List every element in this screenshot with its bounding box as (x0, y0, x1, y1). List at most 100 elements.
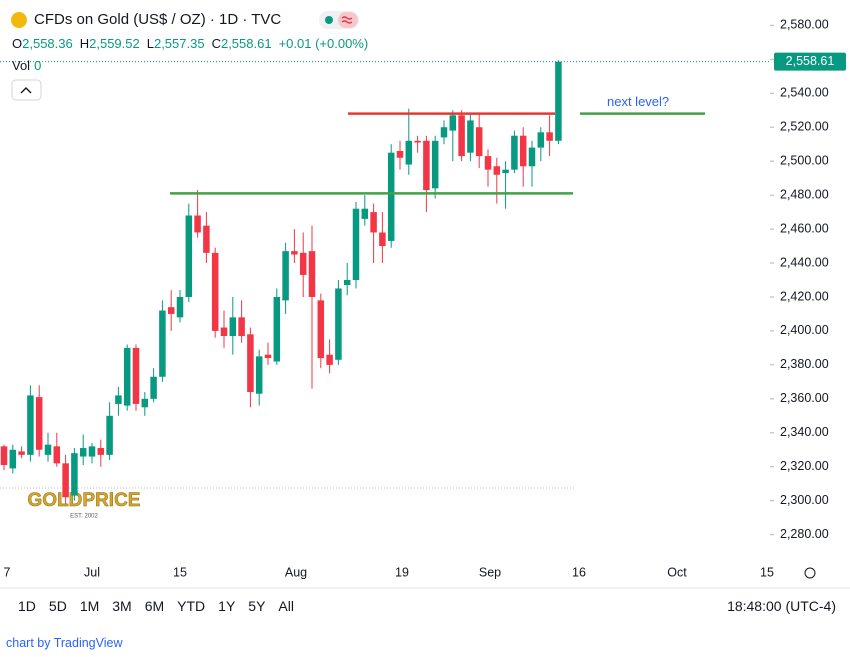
ohlc-value: 2,557.35 (153, 36, 205, 51)
price-change: +0.01 (+0.00%) (278, 36, 369, 51)
candle-body (379, 232, 386, 247)
candle-body (299, 252, 307, 275)
ohlc-label: C (211, 36, 221, 51)
candle-body (449, 115, 457, 131)
ohlc-item: L2,557.35 (147, 36, 205, 51)
range-button[interactable]: 5Y (248, 598, 266, 614)
delay-icon-glyph (341, 16, 353, 24)
range-button[interactable]: 3M (112, 598, 132, 614)
candle-body (537, 132, 545, 148)
candle-body (414, 140, 421, 143)
settings-icon[interactable] (804, 567, 816, 579)
candle-body (132, 347, 140, 404)
candle-body (467, 120, 474, 153)
candle-body (106, 415, 113, 455)
y-tick-label: 2,440.00 (780, 255, 829, 269)
y-tick-label: 2,300.00 (780, 493, 829, 507)
y-tick-label: 2,280.00 (780, 527, 829, 541)
candle-body (440, 127, 448, 138)
symbol-icon (11, 12, 27, 28)
candle-body (352, 208, 360, 280)
candle-body (0, 446, 8, 466)
candle-body (458, 115, 465, 157)
y-tick-label: 2,540.00 (780, 86, 829, 100)
last-price-tag (774, 52, 846, 71)
candle-body (528, 147, 536, 167)
candle-body (238, 317, 245, 337)
range-button[interactable]: 1Y (218, 598, 236, 614)
candle-body (555, 61, 562, 141)
title: CFDs on Gold (US$ / OZ) · 1D · TVC (34, 11, 282, 28)
candle-body (502, 169, 509, 174)
candle-body (511, 135, 518, 170)
y-tick-label: 2,360.00 (780, 391, 829, 405)
candle-body (203, 225, 210, 253)
candle-body (141, 398, 149, 408)
candle-body (546, 132, 553, 141)
candle-body (484, 156, 492, 170)
x-tick-label: Jul (84, 565, 100, 579)
range-button[interactable]: 5D (48, 598, 67, 614)
range-button[interactable]: 1D (18, 598, 36, 614)
delay-icon (338, 12, 358, 28)
candle-body (317, 300, 325, 359)
candle-body (150, 376, 157, 399)
ohlc-label: H (79, 36, 90, 51)
watermark-est: EST. 2002 (70, 514, 98, 520)
candle-body (18, 451, 25, 455)
candle-body (53, 446, 61, 464)
candle-body (211, 252, 219, 331)
x-tick-label: Aug (285, 565, 307, 579)
candle-body (493, 166, 501, 175)
y-tick-label: 2,420.00 (780, 289, 829, 303)
candle-body (159, 310, 166, 377)
candle-body (115, 395, 122, 404)
candle-body (79, 448, 87, 457)
candle-body (264, 354, 272, 359)
candle-body (62, 463, 69, 498)
watermark: GOLDPRICE (28, 490, 141, 511)
attribution[interactable]: chart by TradingView (6, 636, 123, 650)
candle-body (123, 347, 131, 406)
candle-body (343, 280, 351, 286)
candle-body (97, 448, 105, 455)
candle-body (229, 317, 237, 337)
range-button[interactable]: 1M (79, 598, 100, 614)
ohlc-item: O2,558.36 (12, 36, 73, 51)
collapse-icon (20, 87, 32, 94)
y-tick-label: 2,340.00 (780, 425, 829, 439)
candle-body (255, 356, 263, 394)
volume-label: Vol (12, 58, 31, 73)
y-tick-label: 2,380.00 (780, 357, 829, 371)
candle-body (370, 212, 377, 233)
candle-body (291, 251, 298, 255)
market-status-icon (325, 16, 333, 24)
range-button[interactable]: All (278, 598, 294, 614)
candle-body (167, 307, 175, 314)
x-tick-label: 15 (760, 565, 774, 579)
ohlc-value: 2,558.61 (220, 36, 272, 51)
candle-body (9, 449, 17, 469)
candle-body (185, 215, 193, 297)
candle-body (273, 296, 281, 362)
candle-body (194, 215, 201, 233)
collapse-button[interactable] (11, 79, 42, 101)
y-tick-label: 2,320.00 (780, 459, 829, 473)
x-tick-label: 16 (572, 565, 586, 579)
volume-row: Vol 0 (12, 58, 41, 73)
range-button[interactable]: 6M (144, 598, 165, 614)
annotation: next level? (607, 94, 669, 109)
candle-body (475, 127, 483, 157)
y-tick-label: 2,400.00 (780, 323, 829, 337)
candle-body (326, 354, 333, 365)
y-tick-label: 2,520.00 (780, 120, 829, 134)
candle-body (335, 288, 342, 360)
range-button[interactable]: YTD (177, 598, 206, 614)
candle-body (88, 446, 96, 457)
candle-body (519, 135, 527, 167)
y-tick-label: 2,580.00 (780, 18, 829, 32)
last-price-label: 2,558.61 (786, 54, 835, 68)
y-tick-label: 2,480.00 (780, 187, 829, 201)
range-buttons: 1D 5D 1M 3M 6M YTD 1Y 5Y All (18, 598, 294, 614)
